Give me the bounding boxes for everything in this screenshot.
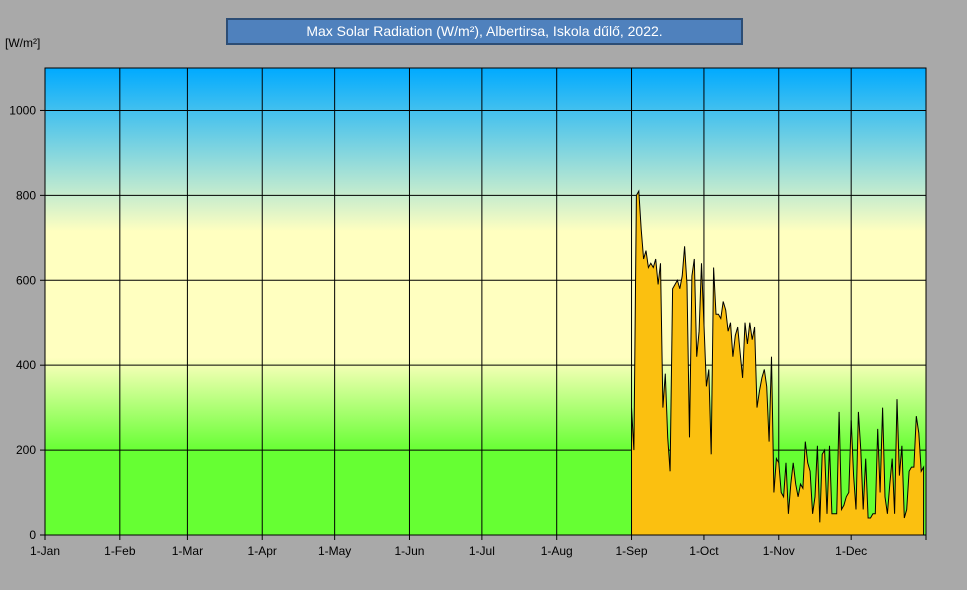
x-tick-label: 1-Nov <box>763 544 795 558</box>
x-tick-label: 1-Jan <box>30 544 60 558</box>
x-tick-label: 1-Jul <box>469 544 495 558</box>
x-tick-label: 1-Oct <box>689 544 719 558</box>
x-tick-label: 1-Mar <box>172 544 203 558</box>
data-series <box>631 189 925 536</box>
x-tick-label: 1-Dec <box>835 544 867 558</box>
y-tick-label: 1000 <box>9 103 36 117</box>
y-tick-label: 0 <box>29 528 36 542</box>
plot-border <box>44 67 927 536</box>
x-tick-label: 1-Jun <box>394 544 424 558</box>
y-axis-unit-label: [W/m²] <box>5 36 41 50</box>
axes: 1-Jan 1-Feb 1-Mar 1-Apr 1-May 1-Jun 1-Jul 1-Aug… <box>9 67 927 558</box>
chart-title: Max Solar Radiation (W/m²), Albertirsa, … <box>226 18 743 45</box>
x-tick-label: 1-Aug <box>541 544 573 558</box>
series-line <box>631 189 925 536</box>
y-tick-label: 200 <box>16 443 36 457</box>
y-tick-label: 600 <box>16 273 36 287</box>
y-tick-label: 800 <box>16 188 36 202</box>
x-tick-label: 1-Feb <box>104 544 136 558</box>
x-tick-label: 1-Apr <box>248 544 277 558</box>
y-tick-label: 400 <box>16 358 36 372</box>
x-tick-label: 1-Sep <box>616 544 648 558</box>
x-tick-label: 1-May <box>318 544 351 558</box>
